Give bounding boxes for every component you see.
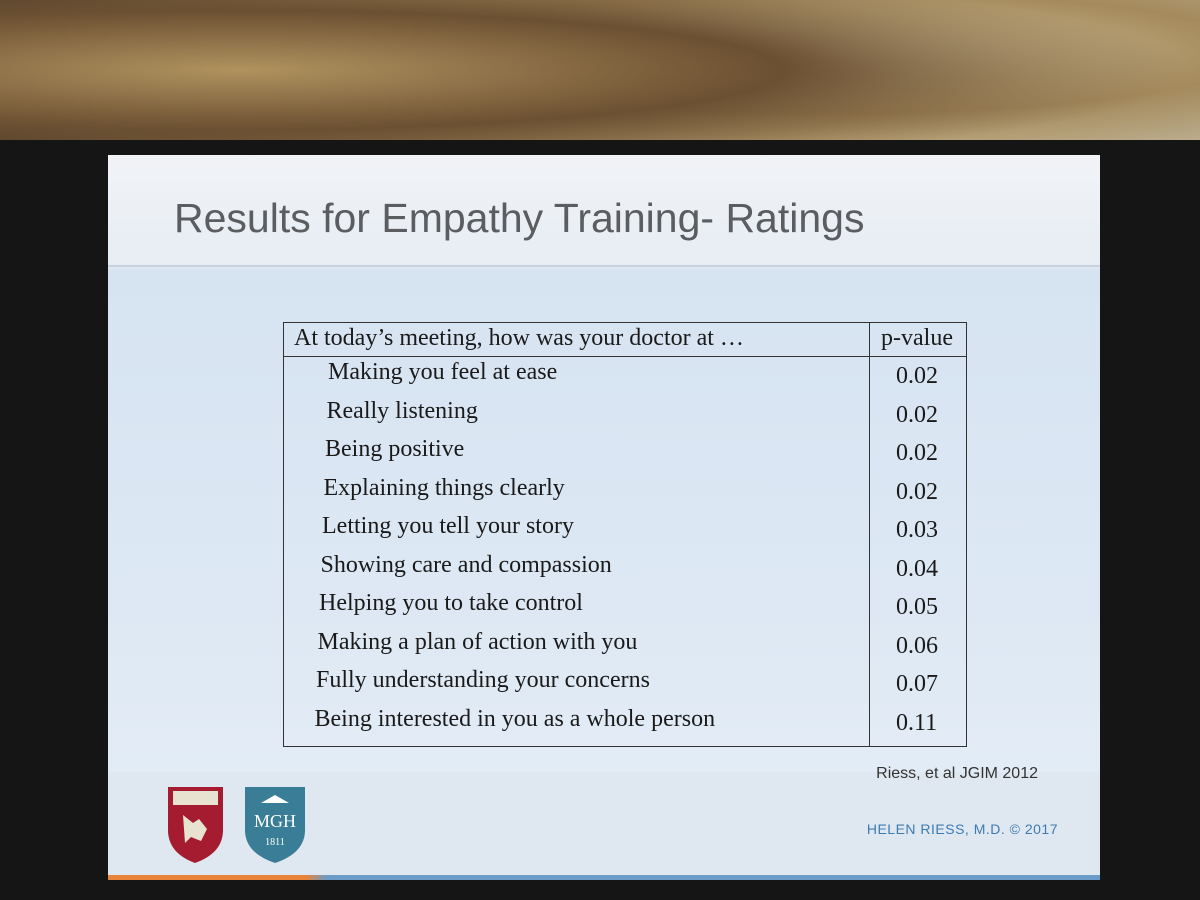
- row-label: Showing care and compassion: [320, 551, 612, 578]
- shield-books: [173, 791, 218, 805]
- row-label: Fully understanding your concerns: [316, 667, 650, 693]
- p-value: 0.11: [896, 709, 938, 736]
- header-rule: [284, 356, 966, 357]
- mgh-dome: [261, 795, 289, 803]
- citation: Riess, et al JGIM 2012: [876, 765, 1038, 782]
- mgh-label: MGH: [254, 811, 296, 831]
- p-value: 0.04: [896, 555, 938, 582]
- mgh-year: 1811: [265, 837, 285, 848]
- table: At today’s meeting, how was your doctor …: [283, 322, 967, 747]
- p-value: 0.06: [896, 632, 938, 659]
- p-value: 0.02: [896, 401, 938, 428]
- slide-title: Results for Empathy Training- Ratings: [174, 195, 865, 241]
- footer-credit: HELEN RIESS, M.D. © 2017: [866, 821, 1058, 837]
- p-value: 0.07: [896, 671, 938, 697]
- row-label: Helping you to take control: [319, 590, 583, 616]
- row-label: Explaining things clearly: [323, 474, 565, 501]
- row-label: Letting you tell your story: [322, 513, 574, 539]
- row-label: Being interested in you as a whole perso…: [314, 705, 716, 732]
- slide: Results for Empathy Training- Ratings At…: [108, 155, 1100, 880]
- row-label: Really listening: [326, 397, 478, 424]
- mgh-shield: [245, 787, 305, 863]
- row-label: Making a plan of action with you: [317, 628, 638, 655]
- header-cell: p-value: [881, 325, 953, 351]
- p-value: 0.02: [896, 363, 938, 389]
- column-divider: [869, 323, 870, 746]
- p-value: 0.05: [896, 594, 938, 620]
- row-label: Being positive: [325, 436, 465, 462]
- header-cell: At today’s meeting, how was your doctor …: [294, 325, 744, 351]
- bottom-stripe: [108, 875, 1100, 880]
- title-band: [108, 265, 1100, 267]
- logos: MGH 1811: [168, 787, 305, 863]
- p-value: 0.02: [896, 478, 938, 505]
- p-value: 0.02: [896, 440, 938, 466]
- row-label: Making you feel at ease: [328, 359, 558, 385]
- shield-lion: [183, 815, 207, 843]
- p-value: 0.03: [896, 517, 938, 543]
